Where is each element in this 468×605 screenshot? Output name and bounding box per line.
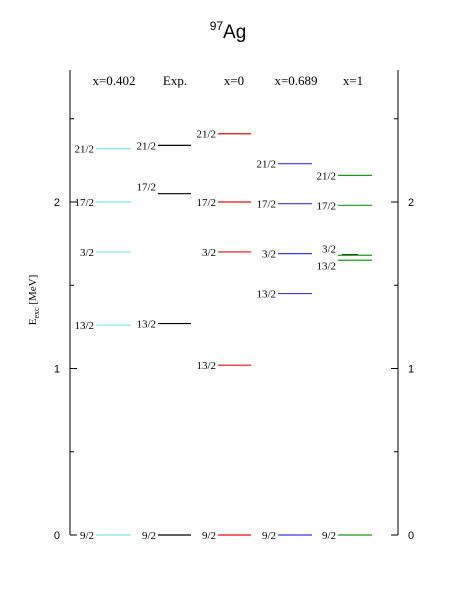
level-label: 17/2 [74, 197, 94, 209]
axis-ticks: 0 0 1 1 2 2 [54, 118, 414, 542]
level-label: 21/2 [74, 144, 94, 156]
column-header: x=0.402 [92, 73, 135, 88]
level-label: 3/2 [80, 247, 94, 259]
level-label: 21/2 [136, 140, 156, 152]
level-label: 17/2 [256, 199, 276, 211]
left-tick-label: 0 [54, 530, 60, 542]
level-label: 21/2 [196, 129, 216, 141]
column-header: x=0 [224, 73, 244, 88]
level-label: 17/2 [196, 197, 216, 209]
title-main: Ag [223, 22, 246, 43]
right-tick-label: 0 [408, 530, 414, 542]
column-2: x=0 9/2 13/2 3/2 17/2 21/2 [196, 73, 251, 542]
column-1: Exp. 9/2 13/2 17/2 21/2 [136, 73, 191, 542]
left-tick-label: 2 [54, 197, 60, 209]
level-label: 9/2 [80, 530, 94, 542]
right-tick-label: 1 [408, 364, 414, 376]
level-columns: x=0.402 9/2 13/2 3/2 17/2 21/2 Exp. 9/2 13/2 17/2… [74, 73, 372, 542]
level-label: 3/2 [202, 247, 216, 259]
level-label: 9/2 [142, 530, 156, 542]
level-label: 9/2 [262, 530, 276, 542]
column-header: x=1 [343, 73, 363, 88]
column-4: x=1 9/2 13/2 3/2 17/2 21/2 [316, 73, 372, 542]
level-label: 17/2 [136, 182, 156, 194]
level-label: 9/2 [202, 530, 216, 542]
column-0: x=0.402 9/2 13/2 3/2 17/2 21/2 [74, 73, 135, 542]
title-superscript: 97 [210, 19, 224, 33]
level-label: 13/2 [136, 319, 156, 331]
level-label: 21/2 [316, 170, 336, 182]
y-axis-label-unit: [MeV] [27, 275, 39, 308]
level-label: 3/2 [322, 243, 336, 255]
level-label: 3/2 [262, 249, 276, 261]
level-label: 13/2 [74, 320, 94, 332]
right-tick-label: 2 [408, 197, 414, 209]
y-axis-label-sub: exc [32, 307, 41, 319]
column-header: Exp. [163, 73, 187, 88]
left-tick-label: 1 [54, 364, 60, 376]
column-3: x=0.689 9/2 13/2 3/2 17/2 21/2 [256, 73, 317, 542]
y-axis-label: Eexc [MeV] [27, 275, 41, 326]
column-header: x=0.689 [274, 73, 317, 88]
level-label: 13/2 [256, 289, 276, 301]
level-label: 21/2 [256, 159, 276, 171]
level-label: 17/2 [316, 200, 336, 212]
level-label: 9/2 [322, 530, 336, 542]
level-label: 13/2 [196, 360, 216, 372]
y-axis-label-main: E [27, 318, 39, 325]
level-label: 13/2 [316, 260, 336, 272]
chart-title: 97Ag [210, 19, 247, 43]
